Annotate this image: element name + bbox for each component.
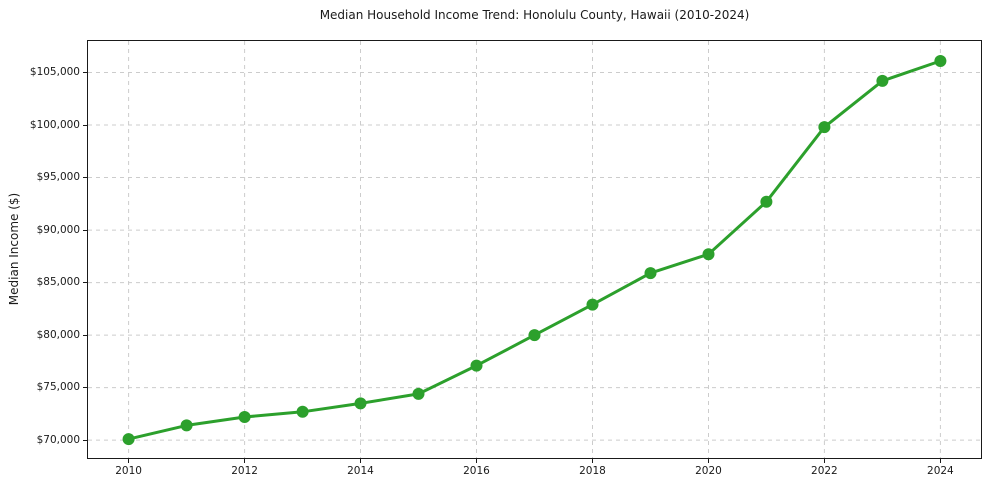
x-tick-label: 2016 xyxy=(463,465,490,477)
y-tick-label: $80,000 xyxy=(36,328,80,341)
y-tick-mark xyxy=(83,124,87,126)
data-point-2013 xyxy=(296,405,309,418)
y-tick-mark xyxy=(83,439,87,441)
y-tick-label: $70,000 xyxy=(36,433,80,446)
x-tick-mark xyxy=(939,459,941,463)
y-tick-label: $75,000 xyxy=(36,381,80,394)
data-point-2015 xyxy=(412,387,425,400)
y-tick-label: $85,000 xyxy=(36,276,80,289)
data-point-2022 xyxy=(818,121,831,134)
data-point-2014 xyxy=(354,397,367,410)
data-point-2018 xyxy=(586,298,599,311)
trend-line xyxy=(127,59,942,441)
data-point-2019 xyxy=(644,267,657,280)
line-series-svg xyxy=(88,41,981,458)
x-tick-mark xyxy=(476,459,477,463)
y-tick-mark xyxy=(83,177,87,178)
x-tick-mark xyxy=(244,459,246,463)
chart-title: Median Household Income Trend: Honolulu … xyxy=(319,8,750,22)
y-tick-mark xyxy=(83,72,87,73)
x-tick-mark xyxy=(128,459,130,463)
y-tick-mark xyxy=(83,229,87,231)
y-tick-label: $90,000 xyxy=(36,223,80,236)
y-tick-mark xyxy=(83,282,87,284)
data-point-2011 xyxy=(180,419,193,432)
data-point-2012 xyxy=(238,411,251,423)
x-tick-mark xyxy=(823,459,825,463)
x-tick-label: 2024 xyxy=(927,465,954,477)
x-tick-label: 2010 xyxy=(115,465,142,477)
y-tick-label: $100,000 xyxy=(29,118,80,131)
y-tick-label: $95,000 xyxy=(36,171,80,183)
x-tick-mark xyxy=(592,459,593,463)
data-point-2010 xyxy=(122,433,135,446)
x-tick-label: 2014 xyxy=(347,465,374,477)
y-tick-label: $105,000 xyxy=(29,66,80,78)
x-tick-label: 2012 xyxy=(231,465,258,477)
x-tick-label: 2022 xyxy=(811,465,838,477)
y-tick-mark xyxy=(83,387,87,389)
x-tick-mark xyxy=(708,459,709,463)
data-point-2020 xyxy=(702,248,715,261)
data-point-2024 xyxy=(934,55,947,67)
y-tick-mark xyxy=(83,334,87,336)
x-tick-label: 2020 xyxy=(695,465,722,477)
data-point-2023 xyxy=(876,74,889,87)
data-point-2021 xyxy=(760,195,773,208)
plot-area xyxy=(87,40,982,459)
x-tick-mark xyxy=(360,459,361,463)
x-tick-label: 2018 xyxy=(579,465,606,477)
data-point-2017 xyxy=(528,329,541,342)
data-point-2016 xyxy=(470,359,483,372)
